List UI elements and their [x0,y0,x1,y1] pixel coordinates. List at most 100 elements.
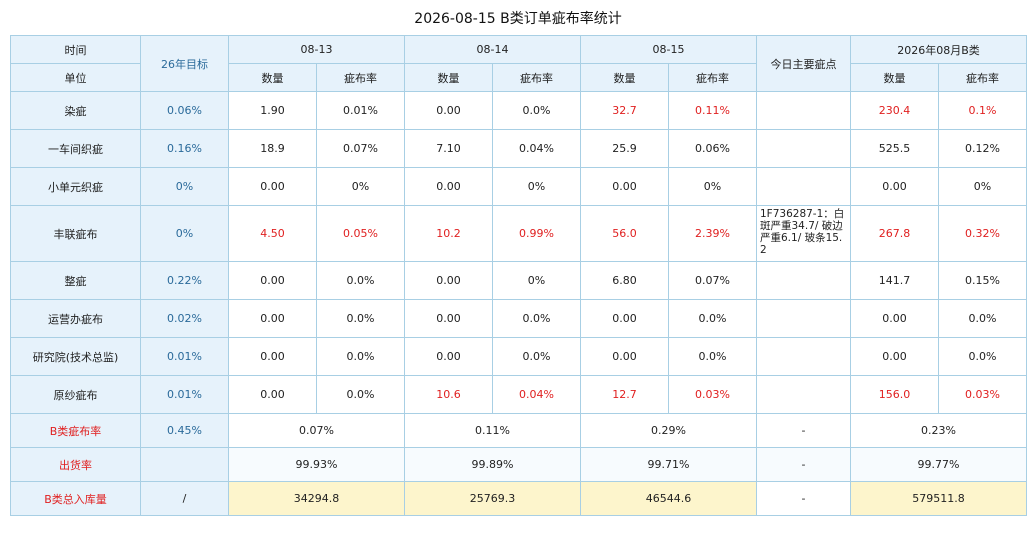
row-label: 研究院(技术总监) [10,337,141,376]
row-month-qty: 230.4 [850,91,939,130]
row-qty: 0.00 [404,261,493,300]
header-date-2: 08-14 [404,35,581,64]
header-rate-2: 疵布率 [492,63,581,92]
row-rate: 0.0% [316,375,405,414]
row-qty: 0.00 [228,261,317,300]
summary-row-rate: B类疵布率 0.45% 0.07% 0.11% 0.29% - 0.23% [10,413,1028,448]
summary-rate-d2: 0.11% [404,413,581,448]
row-rate: 2.39% [668,205,757,262]
row-qty: 7.10 [404,129,493,168]
row-rate: 0.07% [316,129,405,168]
row-rate: 0% [668,167,757,206]
row-target: 0.01% [140,337,229,376]
row-rate: 0.04% [492,129,581,168]
row-month-qty: 525.5 [850,129,939,168]
row-rate: 0.04% [492,375,581,414]
summary-rate-note: - [756,413,851,448]
summary-ship-d1: 99.93% [228,447,405,482]
table-row: 一车间织疵 0.16% 18.9 0.07% 7.10 0.04% 25.9 0… [10,129,1028,168]
row-qty: 0.00 [228,167,317,206]
row-month-rate: 0.1% [937,91,1028,130]
table-row: 运营办疵布 0.02% 0.00 0.0% 0.00 0.0% 0.00 0.0… [10,299,1028,338]
summary-row-stock: B类总入库量 / 34294.8 25769.3 46544.6 - 57951… [10,481,1028,516]
summary-row-ship: 出货率 99.93% 99.89% 99.71% - 99.77% [10,447,1028,482]
row-qty: 4.50 [228,205,317,262]
row-qty: 25.9 [580,129,669,168]
defect-rate-table: 时间 26年目标 08-13 08-14 08-15 今日主要疵点 2026年0… [10,35,1028,516]
summary-ship-month: 99.77% [849,447,1028,482]
row-label: 运营办疵布 [10,299,141,338]
summary-stock-d1: 34294.8 [228,481,405,516]
row-rate: 0.0% [492,337,581,376]
row-rate: 0.0% [316,337,405,376]
summary-stock-d2: 25769.3 [404,481,581,516]
row-qty: 0.00 [228,299,317,338]
row-qty: 1.90 [228,91,317,130]
row-qty: 10.6 [404,375,493,414]
row-qty: 32.7 [580,91,669,130]
row-rate: 0.0% [316,261,405,300]
header-date-1: 08-13 [228,35,405,64]
row-label: 小单元织疵 [10,167,141,206]
row-month-rate: 0.0% [937,337,1028,376]
summary-ship-target [140,447,229,482]
row-label: 染疵 [10,91,141,130]
row-qty: 0.00 [228,375,317,414]
summary-stock-label: B类总入库量 [10,481,141,516]
row-rate: 0.05% [316,205,405,262]
row-qty: 56.0 [580,205,669,262]
summary-ship-note: - [756,447,851,482]
row-main-defect [756,337,851,376]
table-row: 研究院(技术总监) 0.01% 0.00 0.0% 0.00 0.0% 0.00… [10,337,1028,376]
row-main-defect [756,167,851,206]
row-month-rate: 0.15% [937,261,1028,300]
row-qty: 0.00 [404,91,493,130]
row-rate: 0.07% [668,261,757,300]
header-main-defect-label: 今日主要疵点 [756,35,851,92]
summary-ship-label: 出货率 [10,447,141,482]
summary-rate-label: B类疵布率 [10,413,141,448]
summary-ship-d3: 99.71% [580,447,757,482]
row-qty: 0.00 [580,337,669,376]
header-qty-month: 数量 [850,63,939,92]
row-label: 原纱疵布 [10,375,141,414]
row-month-rate: 0.32% [937,205,1028,262]
row-rate: 0.11% [668,91,757,130]
header-date-3: 08-15 [580,35,757,64]
row-rate: 0% [316,167,405,206]
row-month-qty: 267.8 [850,205,939,262]
row-rate: 0.0% [316,299,405,338]
row-target: 0.16% [140,129,229,168]
row-target: 0.22% [140,261,229,300]
row-rate: 0.99% [492,205,581,262]
row-main-defect [756,91,851,130]
row-qty: 18.9 [228,129,317,168]
header-rate-1: 疵布率 [316,63,405,92]
row-main-defect [756,129,851,168]
row-main-defect: 1F736287-1：白斑严重34.7/ 破边严重6.1/ 玻条15.2 [756,205,851,262]
row-qty: 12.7 [580,375,669,414]
header-target-label: 26年目标 [140,35,229,92]
summary-stock-note: - [756,481,851,516]
summary-stock-d3: 46544.6 [580,481,757,516]
row-month-qty: 141.7 [850,261,939,300]
row-month-rate: 0.03% [937,375,1028,414]
row-month-qty: 0.00 [850,167,939,206]
row-rate: 0% [492,261,581,300]
row-main-defect [756,299,851,338]
summary-rate-target: 0.45% [140,413,229,448]
table-row: 小单元织疵 0% 0.00 0% 0.00 0% 0.00 0% 0.00 0% [10,167,1028,206]
row-target: 0% [140,205,229,262]
header-qty-3: 数量 [580,63,669,92]
table-row: 整疵 0.22% 0.00 0.0% 0.00 0% 6.80 0.07% 14… [10,261,1028,300]
row-target: 0.02% [140,299,229,338]
row-target: 0.01% [140,375,229,414]
row-rate: 0.0% [668,299,757,338]
summary-stock-target: / [140,481,229,516]
summary-stock-month: 579511.8 [849,481,1028,516]
row-month-rate: 0% [937,167,1028,206]
row-qty: 0.00 [228,337,317,376]
row-target: 0.06% [140,91,229,130]
row-target: 0% [140,167,229,206]
row-label: 一车间织疵 [10,129,141,168]
